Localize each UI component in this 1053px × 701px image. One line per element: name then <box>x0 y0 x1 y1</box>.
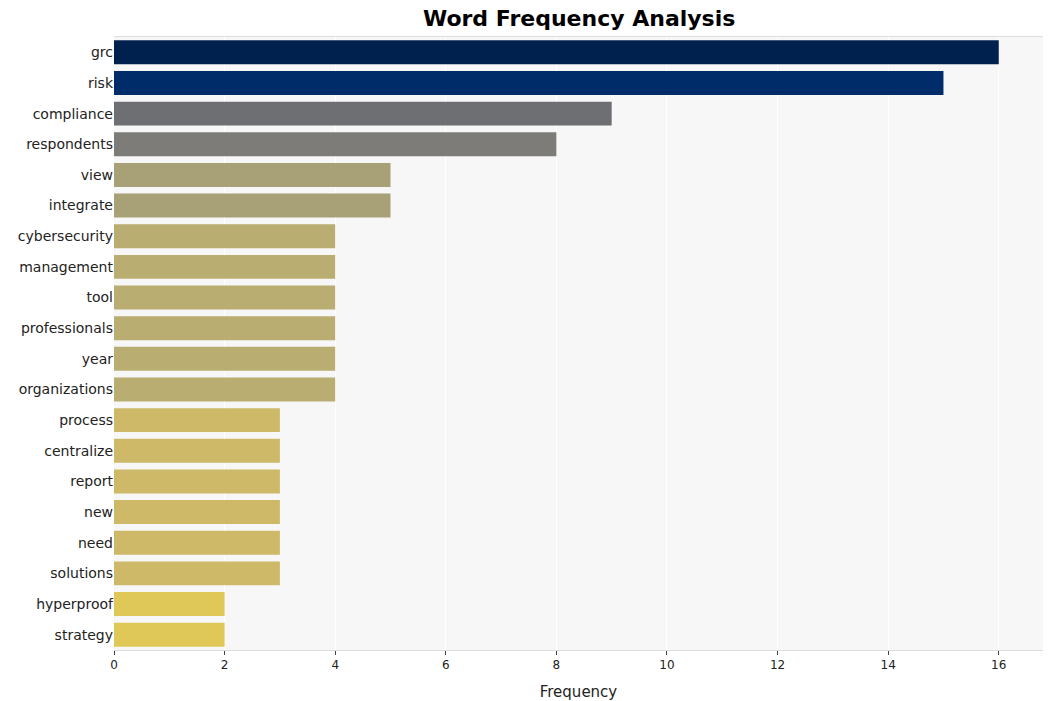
svg-text:organizations: organizations <box>19 381 113 397</box>
svg-text:respondents: respondents <box>26 136 113 152</box>
svg-text:Word Frequency Analysis: Word Frequency Analysis <box>423 6 735 31</box>
svg-text:management: management <box>19 259 113 275</box>
svg-text:cybersecurity: cybersecurity <box>18 228 113 244</box>
svg-text:8: 8 <box>553 658 561 672</box>
svg-text:strategy: strategy <box>55 627 113 643</box>
svg-text:centralize: centralize <box>44 443 113 459</box>
svg-text:risk: risk <box>88 75 114 91</box>
svg-text:grc: grc <box>91 44 113 60</box>
svg-text:tool: tool <box>86 289 113 305</box>
svg-text:view: view <box>81 167 113 183</box>
svg-text:hyperproof: hyperproof <box>36 596 114 612</box>
svg-text:0: 0 <box>110 658 118 672</box>
svg-text:solutions: solutions <box>50 565 113 581</box>
svg-text:need: need <box>78 535 113 551</box>
svg-text:6: 6 <box>442 658 450 672</box>
svg-text:report: report <box>70 473 113 489</box>
svg-text:year: year <box>82 351 113 367</box>
svg-text:process: process <box>59 412 113 428</box>
svg-text:Frequency: Frequency <box>540 683 618 701</box>
svg-text:compliance: compliance <box>33 106 113 122</box>
svg-text:14: 14 <box>881 658 896 672</box>
svg-text:professionals: professionals <box>21 320 113 336</box>
svg-text:integrate: integrate <box>49 197 113 213</box>
svg-text:2: 2 <box>221 658 229 672</box>
svg-text:10: 10 <box>659 658 674 672</box>
svg-text:16: 16 <box>991 658 1006 672</box>
svg-text:12: 12 <box>770 658 785 672</box>
svg-text:new: new <box>84 504 113 520</box>
svg-text:4: 4 <box>331 658 339 672</box>
